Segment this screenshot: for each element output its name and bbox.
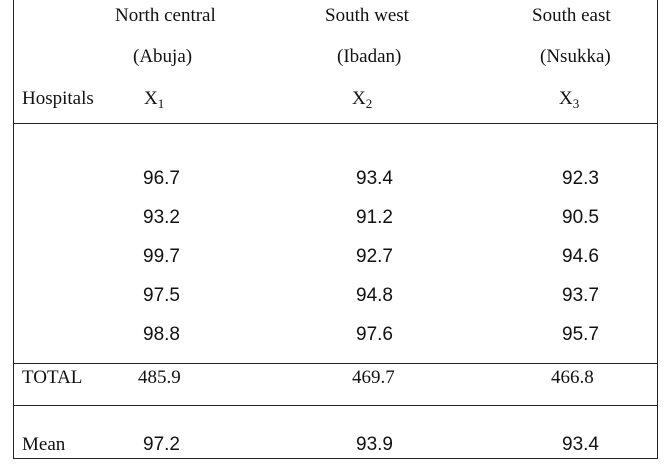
table-cell: 91.2 bbox=[356, 207, 393, 228]
header-city-nsukka: (Nsukka) bbox=[540, 46, 611, 67]
table-cell: 98.8 bbox=[143, 324, 180, 345]
header-rule bbox=[13, 123, 658, 124]
table-cell: 95.7 bbox=[562, 324, 599, 345]
header-hospitals-label: Hospitals bbox=[22, 88, 94, 109]
table-cell: 99.7 bbox=[143, 246, 180, 267]
total-top-rule bbox=[13, 363, 658, 364]
mean-value: 93.9 bbox=[356, 434, 393, 455]
header-variable-x2: X2 bbox=[352, 88, 372, 115]
variable-symbol: X bbox=[144, 88, 158, 109]
table-cell: 90.5 bbox=[562, 207, 599, 228]
total-value: 485.9 bbox=[138, 367, 181, 388]
header-region-north-central: North central bbox=[115, 5, 216, 26]
header-city-abuja: (Abuja) bbox=[133, 46, 193, 67]
variable-symbol: X bbox=[352, 88, 366, 109]
header-region-south-west: South west bbox=[325, 5, 409, 26]
variable-subscript: 2 bbox=[365, 96, 373, 111]
table-cell: 92.3 bbox=[562, 168, 599, 189]
variable-subscript: 3 bbox=[572, 96, 580, 111]
header-variable-x1: X1 bbox=[144, 88, 164, 115]
table-cell: 97.5 bbox=[143, 285, 180, 306]
variable-subscript: 1 bbox=[157, 96, 165, 111]
table-cell: 93.2 bbox=[143, 207, 180, 228]
variable-symbol: X bbox=[559, 88, 573, 109]
table-cell: 96.7 bbox=[143, 168, 180, 189]
header-city-ibadan: (Ibadan) bbox=[337, 46, 402, 67]
table-frame bbox=[13, 0, 658, 459]
table-cell: 93.4 bbox=[356, 168, 393, 189]
total-bottom-rule bbox=[13, 405, 658, 406]
table-cell: 97.6 bbox=[356, 324, 393, 345]
mean-value: 93.4 bbox=[562, 434, 599, 455]
table-cell: 94.8 bbox=[356, 285, 393, 306]
mean-value: 97.2 bbox=[143, 434, 180, 455]
table-cell: 92.7 bbox=[356, 246, 393, 267]
total-value: 466.8 bbox=[551, 367, 594, 388]
total-label: TOTAL bbox=[22, 367, 83, 388]
total-value: 469.7 bbox=[352, 367, 395, 388]
header-region-south-east: South east bbox=[532, 5, 611, 26]
table-cell: 94.6 bbox=[562, 246, 599, 267]
mean-label: Mean bbox=[22, 434, 66, 455]
table-cell: 93.7 bbox=[562, 285, 599, 306]
header-variable-x3: X3 bbox=[559, 88, 579, 115]
